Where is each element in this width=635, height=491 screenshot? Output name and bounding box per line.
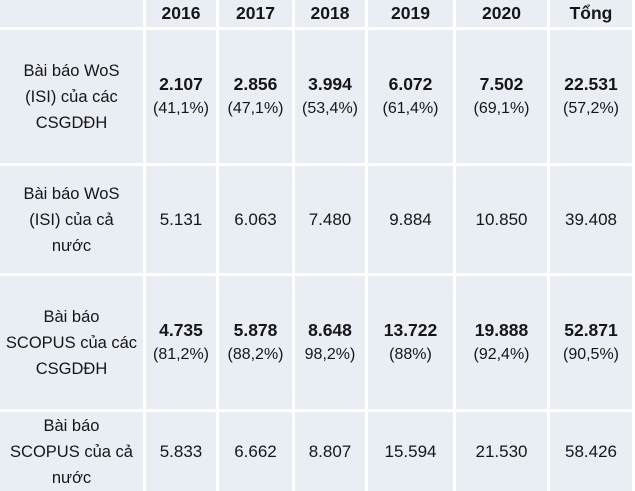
cell-percentage: (47,1%) bbox=[227, 100, 284, 117]
cell-value: 3.994 bbox=[308, 74, 352, 94]
cell-percentage: (81,2%) bbox=[152, 346, 210, 363]
cell-value: 22.531 bbox=[564, 74, 618, 94]
row-label-text: Bài báo SCOPUS của cả nước bbox=[10, 416, 133, 487]
row-label-text: Bài báo SCOPUS của các CSGDĐH bbox=[5, 307, 138, 378]
cell-percentage: (57,2%) bbox=[562, 100, 620, 117]
value-cell: 5.833 bbox=[146, 412, 216, 491]
cell-percentage: (41,1%) bbox=[152, 100, 210, 117]
cell-percentage: (88,2%) bbox=[227, 346, 284, 363]
cell-percentage: (69,1%) bbox=[473, 100, 530, 117]
cell-value: 6.072 bbox=[388, 74, 433, 94]
cell-value: 52.871 bbox=[564, 320, 618, 340]
cell-value: 4.735 bbox=[159, 320, 203, 340]
value-cell: 2.856 (47,1%) bbox=[219, 30, 292, 163]
cell-value: 6.662 bbox=[234, 441, 277, 461]
value-cell: 21.530 bbox=[456, 412, 547, 491]
cell-value: 7.480 bbox=[308, 209, 352, 229]
value-cell: 7.502 (69,1%) bbox=[456, 30, 547, 163]
row-label-wos-country: Bài báo WoS (ISI) của cả nước bbox=[0, 166, 143, 273]
value-cell: 7.480 bbox=[295, 166, 365, 273]
value-cell: 5.131 bbox=[146, 166, 216, 273]
cell-value: 39.408 bbox=[565, 209, 617, 229]
value-cell: 5.878 (88,2%) bbox=[219, 276, 292, 409]
header-cell-2020: 2020 bbox=[456, 0, 547, 27]
value-cell: 8.648 98,2%) bbox=[295, 276, 365, 409]
cell-value: 10.850 bbox=[475, 209, 528, 229]
value-cell: 10.850 bbox=[456, 166, 547, 273]
row-label-text: Bài báo WoS (ISI) của các CSGDĐH bbox=[23, 61, 120, 132]
value-cell: 2.107 (41,1%) bbox=[146, 30, 216, 163]
row-label-text: Bài báo WoS (ISI) của cả nước bbox=[23, 184, 120, 255]
cell-percentage: (92,4%) bbox=[473, 346, 530, 363]
cell-value: 21.530 bbox=[475, 441, 528, 461]
value-cell: 6.072 (61,4%) bbox=[368, 30, 453, 163]
row-label-scopus-country: Bài báo SCOPUS của cả nước bbox=[0, 412, 143, 491]
cell-value: 8.648 bbox=[308, 320, 352, 340]
header-cell-2016: 2016 bbox=[146, 0, 216, 27]
header-cell-2019: 2019 bbox=[368, 0, 453, 27]
value-cell: 4.735 (81,2%) bbox=[146, 276, 216, 409]
value-cell: 3.994 (53,4%) bbox=[295, 30, 365, 163]
cell-value: 8.807 bbox=[308, 441, 352, 461]
cell-percentage: (88%) bbox=[389, 346, 432, 363]
row-label-scopus-heis: Bài báo SCOPUS của các CSGDĐH bbox=[0, 276, 143, 409]
cell-value: 19.888 bbox=[474, 320, 529, 340]
value-cell: 39.408 bbox=[550, 166, 632, 273]
cell-value: 58.426 bbox=[565, 441, 617, 461]
cell-value: 6.063 bbox=[234, 209, 277, 229]
cell-value: 2.856 bbox=[233, 74, 278, 94]
cell-percentage: (61,4%) bbox=[382, 100, 439, 117]
cell-value: 5.833 bbox=[159, 441, 203, 461]
cell-value: 15.594 bbox=[384, 441, 437, 461]
header-cell-2017: 2017 bbox=[219, 0, 292, 27]
value-cell: 9.884 bbox=[368, 166, 453, 273]
value-cell: 15.594 bbox=[368, 412, 453, 491]
value-cell: 6.063 bbox=[219, 166, 292, 273]
header-cell-total: Tổng bbox=[550, 0, 632, 27]
value-cell: 58.426 bbox=[550, 412, 632, 491]
cell-value: 13.722 bbox=[383, 320, 438, 340]
cell-percentage: 98,2%) bbox=[304, 346, 356, 363]
cell-percentage: (90,5%) bbox=[562, 346, 620, 363]
value-cell: 13.722 (88%) bbox=[368, 276, 453, 409]
row-label-wos-heis: Bài báo WoS (ISI) của các CSGDĐH bbox=[0, 30, 143, 163]
cell-value: 7.502 bbox=[479, 74, 524, 94]
cell-percentage: (53,4%) bbox=[301, 100, 359, 117]
value-cell: 19.888 (92,4%) bbox=[456, 276, 547, 409]
header-cell-empty bbox=[0, 0, 143, 27]
cell-value: 5.131 bbox=[159, 209, 203, 229]
header-cell-2018: 2018 bbox=[295, 0, 365, 27]
cell-value: 9.884 bbox=[389, 209, 432, 229]
value-cell: 52.871 (90,5%) bbox=[550, 276, 632, 409]
value-cell: 22.531 (57,2%) bbox=[550, 30, 632, 163]
value-cell: 6.662 bbox=[219, 412, 292, 491]
cell-value: 2.107 bbox=[159, 74, 203, 94]
cell-value: 5.878 bbox=[233, 320, 278, 340]
value-cell: 8.807 bbox=[295, 412, 365, 491]
